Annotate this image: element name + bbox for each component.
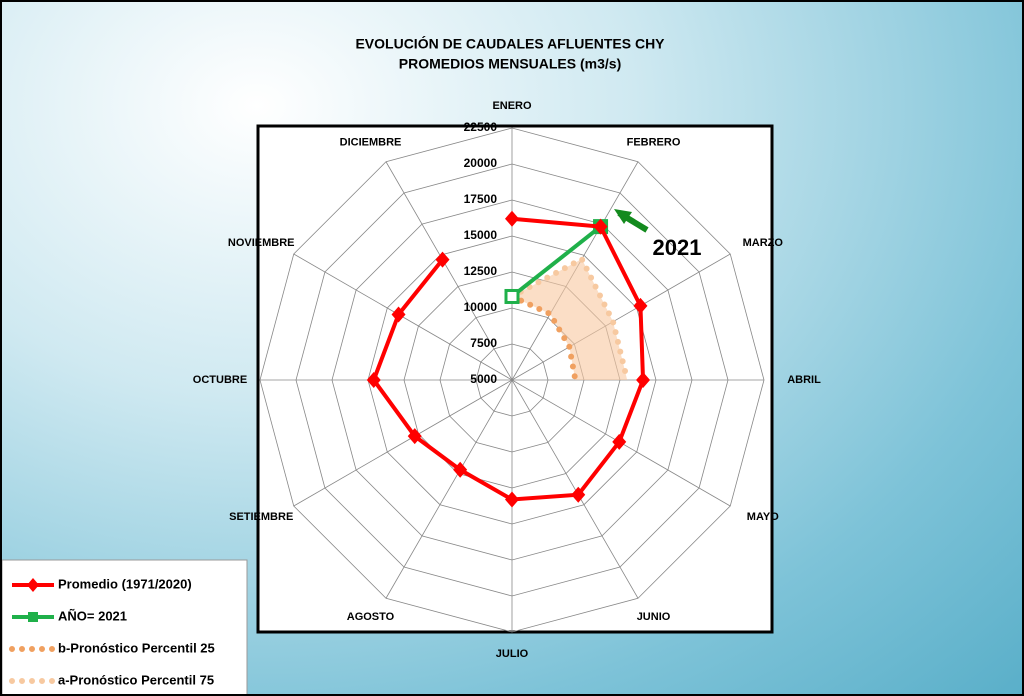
y-tick-label: 7500 [470, 336, 497, 350]
marker [636, 372, 651, 388]
legend-marker [27, 578, 39, 592]
y-tick-label: 22500 [464, 120, 498, 134]
category-label: JULIO [496, 648, 529, 660]
y-tick-label: 20000 [464, 156, 498, 170]
category-label: NOVIEMBRE [228, 237, 295, 249]
legend-marker [28, 612, 38, 622]
marker [504, 288, 520, 304]
percentile-band [512, 259, 628, 380]
category-label: AGOSTO [347, 611, 395, 623]
legend-label: a-Pronóstico Percentil 75 [58, 672, 214, 687]
marker [633, 297, 648, 314]
series-line [510, 225, 602, 299]
spoke [511, 253, 731, 381]
category-label: MARZO [743, 237, 784, 249]
series-line [509, 293, 579, 383]
category-label: DICIEMBRE [340, 137, 402, 149]
legend-label: AÑO= 2021 [58, 608, 127, 623]
spoke [385, 379, 513, 599]
chart-subtitle: PROMEDIOS MENSUALES (m3/s) [399, 56, 621, 72]
category-label: JUNIO [637, 611, 671, 623]
marker [435, 251, 450, 268]
annotation: 2021 [653, 235, 702, 260]
spoke [293, 379, 513, 507]
marker [505, 491, 519, 508]
annotation-arrowhead [614, 209, 632, 224]
series-line [509, 254, 631, 383]
category-label: OCTUBRE [193, 374, 247, 386]
legend [2, 559, 248, 694]
chart-title: EVOLUCIÓN DE CAUDALES AFLUENTES CHY [355, 35, 665, 52]
marker [505, 210, 519, 227]
y-tick-label: 10000 [464, 300, 498, 314]
category-label: FEBRERO [627, 137, 681, 149]
y-tick-label: 12500 [464, 264, 498, 278]
marker [571, 486, 586, 503]
marker [593, 218, 608, 235]
marker [407, 428, 422, 445]
plot-area [256, 124, 774, 634]
spoke [385, 161, 513, 381]
y-tick-label: 5000 [470, 372, 497, 386]
category-label: SETIEMBRE [229, 511, 293, 523]
legend-label: Promedio (1971/2020) [58, 576, 192, 591]
series-line [371, 216, 646, 502]
marker [366, 372, 381, 388]
marker [612, 433, 627, 450]
legend-label: b-Pronóstico Percentil 25 [58, 640, 215, 655]
spoke [511, 379, 639, 599]
category-label: MAYO [747, 511, 779, 523]
marker [453, 461, 468, 478]
category-label: ENERO [492, 100, 532, 112]
y-tick-label: 17500 [464, 192, 498, 206]
y-tick-label: 15000 [464, 228, 498, 242]
marker [391, 306, 406, 323]
category-label: ABRIL [787, 374, 821, 386]
